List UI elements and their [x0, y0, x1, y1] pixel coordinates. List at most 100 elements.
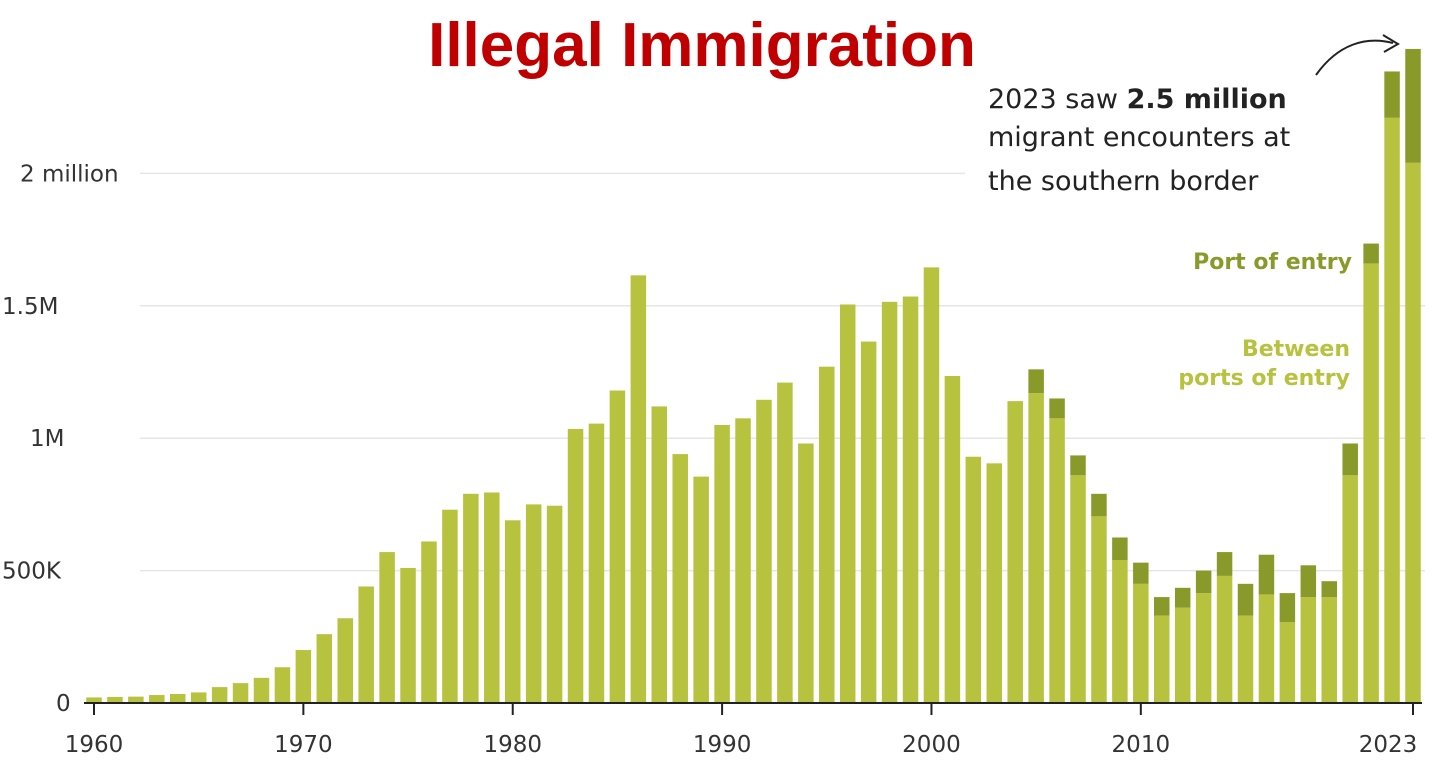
- x-tick-label: 2023: [1359, 732, 1418, 758]
- annotation-line-3: the southern border: [988, 166, 1259, 197]
- bar-between-ports: [902, 296, 919, 703]
- x-tick-label: 2010: [1112, 732, 1171, 758]
- bar-port-of-entry: [1300, 565, 1317, 598]
- bar-port-of-entry: [1216, 552, 1233, 576]
- bar-port-of-entry: [1405, 48, 1421, 163]
- bar-between-ports: [819, 366, 835, 703]
- bar-between-ports: [777, 382, 793, 703]
- bar-between-ports: [588, 423, 605, 703]
- y-tick-label: 500K: [2, 559, 62, 585]
- annotation-line-2: migrant encounters at: [988, 122, 1290, 153]
- y-tick-label: 2 million: [20, 161, 119, 187]
- bar-between-ports: [484, 492, 500, 703]
- bar-between-ports: [400, 567, 416, 703]
- bar-between-ports: [630, 275, 647, 703]
- x-tick-label: 1990: [693, 732, 752, 758]
- bar-port-of-entry: [1112, 537, 1128, 561]
- bar-between-ports: [1049, 418, 1065, 703]
- bar-between-ports: [651, 406, 668, 703]
- y-tick-label: 1.5M: [2, 294, 58, 320]
- bar-between-ports: [337, 618, 353, 703]
- bar-port-of-entry: [1258, 554, 1275, 595]
- bar-between-ports: [316, 634, 333, 703]
- bar-port-of-entry: [1091, 493, 1107, 517]
- bar-between-ports: [149, 695, 165, 703]
- bar-between-ports: [86, 697, 102, 703]
- bar-port-of-entry: [1342, 443, 1358, 476]
- bar-between-ports: [1279, 622, 1296, 703]
- bar-port-of-entry: [1070, 455, 1086, 476]
- bar-between-ports: [798, 443, 814, 703]
- bar-between-ports: [169, 693, 186, 703]
- bar-between-ports: [1112, 560, 1128, 703]
- bar-between-ports: [128, 696, 144, 703]
- bar-between-ports: [1237, 615, 1254, 703]
- bar-between-ports: [986, 463, 1003, 703]
- annotation-arrow: [1315, 39, 1394, 76]
- bar-port-of-entry: [1174, 587, 1191, 608]
- bar-between-ports: [1216, 575, 1233, 703]
- bar-port-of-entry: [1279, 593, 1296, 623]
- x-tick-label: 1960: [65, 732, 124, 758]
- bar-port-of-entry: [1133, 562, 1149, 584]
- bar-between-ports: [463, 493, 479, 703]
- bar-port-of-entry: [1195, 570, 1212, 594]
- bar-port-of-entry: [1049, 398, 1065, 419]
- y-tick-label: 1M: [30, 426, 64, 452]
- bar-port-of-entry: [1028, 369, 1044, 394]
- x-tick-label: 2000: [902, 732, 961, 758]
- bar-between-ports: [107, 696, 123, 703]
- y-axis-tick-labels: 0 500K 1M 1.5M 2 million: [2, 161, 119, 717]
- bar-between-ports: [1363, 263, 1379, 703]
- bar-between-ports: [211, 687, 228, 703]
- bar-between-ports: [1342, 475, 1358, 703]
- bar-between-ports: [756, 399, 772, 703]
- bar-between-ports: [567, 428, 584, 703]
- bar-between-ports: [295, 650, 312, 703]
- bar-between-ports: [442, 509, 458, 703]
- bar-between-ports: [714, 424, 730, 703]
- bar-between-ports: [672, 454, 688, 703]
- bar-between-ports: [1321, 597, 1338, 703]
- bar-between-ports: [421, 541, 437, 703]
- bar-port-of-entry: [1321, 581, 1338, 598]
- annotation-prefix: 2023 saw: [988, 84, 1127, 115]
- bar-between-ports: [504, 520, 521, 703]
- bar-between-ports: [1091, 516, 1107, 703]
- bar-between-ports: [923, 267, 940, 703]
- bar-port-of-entry: [1154, 597, 1170, 616]
- annotation: 2023 saw 2.5 million migrant encounters …: [988, 34, 1400, 197]
- bar-between-ports: [1300, 597, 1317, 703]
- annotation-line-1: 2023 saw 2.5 million: [988, 84, 1287, 115]
- bar-between-ports: [546, 505, 563, 703]
- chart-title: Illegal Immigration: [428, 11, 976, 80]
- bar-between-ports: [379, 552, 395, 703]
- bar-between-ports: [944, 375, 961, 703]
- bar-between-ports: [1154, 615, 1170, 703]
- legend-between-line-2: ports of entry: [1178, 366, 1350, 391]
- x-tick-label: 1980: [483, 732, 542, 758]
- bar-between-ports: [1070, 475, 1086, 703]
- bar-port-of-entry: [1384, 71, 1400, 118]
- bar-between-ports: [1405, 162, 1421, 704]
- x-tick-label: 1970: [274, 732, 333, 758]
- legend-port-of-entry: Port of entry: [1193, 250, 1352, 275]
- legend-between-line-1: Between: [1242, 337, 1350, 362]
- bar-between-ports: [965, 456, 982, 703]
- bar-between-ports: [1195, 593, 1212, 703]
- bar-between-ports: [253, 677, 270, 703]
- annotation-arrowhead-icon: [1382, 34, 1400, 53]
- bar-between-ports: [1133, 583, 1149, 703]
- bar-between-ports: [860, 341, 877, 703]
- bar-port-of-entry: [1363, 243, 1379, 264]
- bar-between-ports: [274, 667, 291, 703]
- bar-between-ports: [1007, 401, 1023, 703]
- bar-between-ports: [190, 692, 207, 703]
- bar-between-ports: [609, 390, 626, 703]
- x-axis: 1960 1970 1980 1990 2000 2010 2023: [65, 702, 1422, 758]
- annotation-bold-value: 2.5 million: [1127, 84, 1287, 115]
- bar-between-ports: [232, 683, 249, 703]
- bar-between-ports: [881, 301, 898, 703]
- bar-between-ports: [693, 476, 709, 703]
